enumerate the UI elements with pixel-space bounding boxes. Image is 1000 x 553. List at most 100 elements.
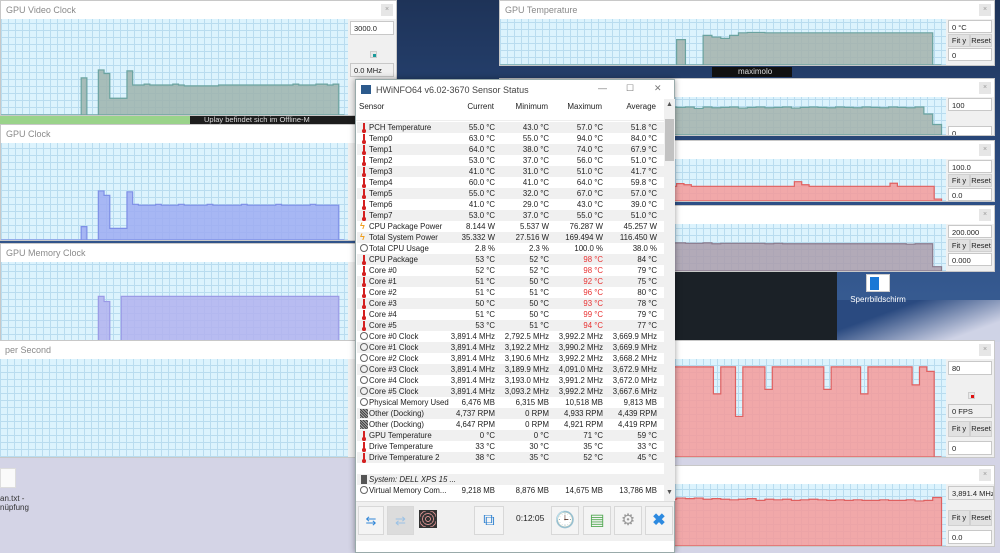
thermometer-icon <box>360 156 368 166</box>
sensor-row[interactable]: Core #5 Clock 3,891.4 MHz 3,093.2 MHz 3,992… <box>357 386 664 397</box>
graph-close-button[interactable]: × <box>979 469 991 481</box>
reset-timer-button[interactable]: 🕒 <box>551 506 579 535</box>
sensor-row[interactable]: Temp1 64.0 °C 38.0 °C 74.0 °C 67.9 °C <box>357 144 664 155</box>
y-max-field[interactable]: 100 <box>948 98 992 111</box>
scroll-up-icon[interactable]: ▲ <box>666 101 673 108</box>
col-current[interactable]: Current <box>467 102 494 111</box>
title-bar[interactable]: HWiNFO64 v6.02-3670 Sensor Status — ☐ ✕ <box>356 80 674 99</box>
collapse-arrows-button[interactable]: ⇄ <box>387 506 414 535</box>
sensor-row[interactable]: Core #2 Clock 3,891.4 MHz 3,190.6 MHz 3,992… <box>357 353 664 364</box>
fit-y-button[interactable]: Fit y <box>948 34 970 47</box>
value-max: 94 °C <box>583 321 603 330</box>
sensor-name: Temp2 <box>369 156 393 165</box>
graph-plot <box>1 19 348 115</box>
y-max-field[interactable]: 3000.0 <box>350 21 394 35</box>
sensor-row[interactable]: ϟ CPU Package Power 8.144 W 5.537 W 76.287 … <box>357 221 664 232</box>
graph-title-bar[interactable]: per Second <box>0 341 396 359</box>
sensor-row[interactable]: Core #1 51 °C 50 °C 92 °C 75 °C <box>357 276 664 287</box>
graph-close-button[interactable]: × <box>979 82 991 94</box>
reset-button[interactable]: Reset <box>970 510 992 526</box>
sensor-row[interactable]: Physical Memory Used 6,476 MB 6,315 MB 10,5… <box>357 397 664 408</box>
graph-close-button[interactable]: × <box>979 344 991 356</box>
scrollbar[interactable]: ▲ ▼ <box>664 99 675 501</box>
sensor-row[interactable]: Other (Docking) 4,647 RPM 0 RPM 4,921 RPM 4,… <box>357 419 664 430</box>
graph-close-button[interactable]: × <box>979 209 991 221</box>
fit-y-button[interactable]: Fit y <box>948 239 970 252</box>
scroll-down-icon[interactable]: ▼ <box>666 489 673 496</box>
sensor-row[interactable]: Core #0 52 °C 52 °C 98 °C 79 °C <box>357 265 664 276</box>
y-min-field[interactable]: 0.000 <box>948 253 992 266</box>
reset-button[interactable]: Reset <box>970 34 992 47</box>
settings-button[interactable]: ⚙ <box>614 506 642 535</box>
y-max-field[interactable]: 100.0 <box>948 160 992 173</box>
sensor-row[interactable]: Virtual Memory Com... 9,218 MB 8,876 MB 14,… <box>357 485 664 496</box>
y-min-field[interactable]: 0 <box>948 441 992 455</box>
graph-close-button[interactable]: × <box>381 4 393 16</box>
sensor-row[interactable]: CPU Package 53 °C 52 °C 98 °C 84 °C <box>357 254 664 265</box>
y-max-field[interactable]: 200.000 <box>948 225 992 238</box>
sensor-row[interactable]: Temp2 53.0 °C 37.0 °C 56.0 °C 51.0 °C <box>357 155 664 166</box>
desktop-icon-lockscreen[interactable]: Sperrbildschirm <box>848 274 908 304</box>
col-minimum[interactable]: Minimum <box>515 102 548 111</box>
graph-title-bar[interactable]: GPU Temperature <box>500 1 994 19</box>
sensor-row[interactable] <box>357 463 664 474</box>
y-min-field[interactable]: 0.0 <box>948 188 992 201</box>
reset-button[interactable]: Reset <box>970 174 992 187</box>
sensor-row[interactable]: Temp0 63.0 °C 55.0 °C 94.0 °C 84.0 °C <box>357 133 664 144</box>
sensor-row[interactable]: Temp5 55.0 °C 32.0 °C 67.0 °C 57.0 °C <box>357 188 664 199</box>
sensor-row[interactable]: PCH Temperature 55.0 °C 43.0 °C 57.0 °C 51.8… <box>357 122 664 133</box>
sensor-row[interactable]: Other (Docking) 4,737 RPM 0 RPM 4,933 RPM 4,… <box>357 408 664 419</box>
gauge-icon <box>360 244 368 252</box>
reset-button[interactable]: Reset <box>970 239 992 252</box>
y-max-field[interactable]: 80 <box>948 361 992 375</box>
fan-button[interactable] <box>418 506 438 535</box>
graph-title-bar[interactable]: GPU Clock <box>1 125 396 143</box>
sensor-row[interactable]: Total CPU Usage 2.8 % 2.3 % 100.0 % 38.0 % <box>357 243 664 254</box>
network-button[interactable]: ⧉ <box>474 506 504 535</box>
desktop-icon-file[interactable]: an.txt - nüpfung <box>0 468 30 512</box>
minimize-button[interactable]: — <box>598 83 607 93</box>
sensor-row[interactable]: Core #4 51 °C 50 °C 99 °C 79 °C <box>357 309 664 320</box>
sensor-row[interactable]: Core #0 Clock 3,891.4 MHz 2,792.5 MHz 3,992… <box>357 331 664 342</box>
sensor-row[interactable]: Core #2 51 °C 51 °C 96 °C 80 °C <box>357 287 664 298</box>
col-average[interactable]: Average <box>626 102 656 111</box>
fit-y-button[interactable]: Fit y <box>948 510 970 526</box>
sensor-row[interactable]: Core #5 53 °C 51 °C 94 °C 77 °C <box>357 320 664 331</box>
sensor-row[interactable]: Core #1 Clock 3,891.4 MHz 3,192.2 MHz 3,990… <box>357 342 664 353</box>
y-max-field[interactable]: 0 °C <box>948 20 992 33</box>
maximize-button[interactable]: ☐ <box>626 83 635 93</box>
sensor-row[interactable]: Drive Temperature 2 38 °C 35 °C 52 °C 45 °C <box>357 452 664 463</box>
value-avg: 51.0 °C <box>630 211 657 220</box>
fit-y-button[interactable]: Fit y <box>948 174 970 187</box>
reset-button[interactable]: Reset <box>970 421 992 437</box>
scroll-thumb[interactable] <box>665 119 674 161</box>
value-avg: 45.257 W <box>623 222 657 231</box>
y-min-field[interactable]: 0.0 <box>948 530 992 544</box>
sensor-row[interactable]: Temp3 41.0 °C 31.0 °C 51.0 °C 41.7 °C <box>357 166 664 177</box>
value-avg: 78 °C <box>637 299 657 308</box>
sensor-row[interactable]: ϟ Total System Power 35.332 W 27.516 W 169.… <box>357 232 664 243</box>
graph-close-button[interactable]: × <box>979 4 991 16</box>
expand-arrows-button[interactable]: ⇆ <box>358 506 384 535</box>
graph-close-button[interactable]: × <box>979 144 991 156</box>
sensor-row[interactable]: Drive Temperature 33 °C 30 °C 35 °C 33 °C <box>357 441 664 452</box>
sensor-row[interactable]: Core #3 50 °C 50 °C 93 °C 78 °C <box>357 298 664 309</box>
log-button[interactable]: ▤ <box>583 506 611 535</box>
y-min-field[interactable]: 0 <box>948 126 992 135</box>
close-button[interactable]: ✕ <box>654 83 662 93</box>
graph-title-bar[interactable]: GPU Video Clock <box>1 1 396 19</box>
col-sensor[interactable]: Sensor <box>359 102 385 111</box>
sensor-row[interactable]: Core #3 Clock 3,891.4 MHz 3,189.9 MHz 4,091… <box>357 364 664 375</box>
section-header[interactable]: System: DELL XPS 15 ... <box>357 474 664 485</box>
fit-y-button[interactable]: Fit y <box>948 421 970 437</box>
y-min-field[interactable]: 0 <box>948 48 992 61</box>
exit-button[interactable]: ✖ <box>645 506 673 535</box>
sensor-row[interactable]: Temp6 41.0 °C 29.0 °C 43.0 °C 39.0 °C <box>357 199 664 210</box>
sensor-row[interactable]: Temp4 60.0 °C 41.0 °C 64.0 °C 59.8 °C <box>357 177 664 188</box>
sensor-row[interactable]: Core #4 Clock 3,891.4 MHz 3,193.0 MHz 3,991… <box>357 375 664 386</box>
graph-title-bar[interactable]: GPU Memory Clock <box>1 244 396 262</box>
col-maximum[interactable]: Maximum <box>567 102 602 111</box>
sensor-row[interactable]: GPU Temperature 0 °C 0 °C 71 °C 59 °C <box>357 430 664 441</box>
value-min: 52 °C <box>529 255 549 264</box>
sensor-row[interactable]: Temp7 53.0 °C 37.0 °C 55.0 °C 51.0 °C <box>357 210 664 221</box>
